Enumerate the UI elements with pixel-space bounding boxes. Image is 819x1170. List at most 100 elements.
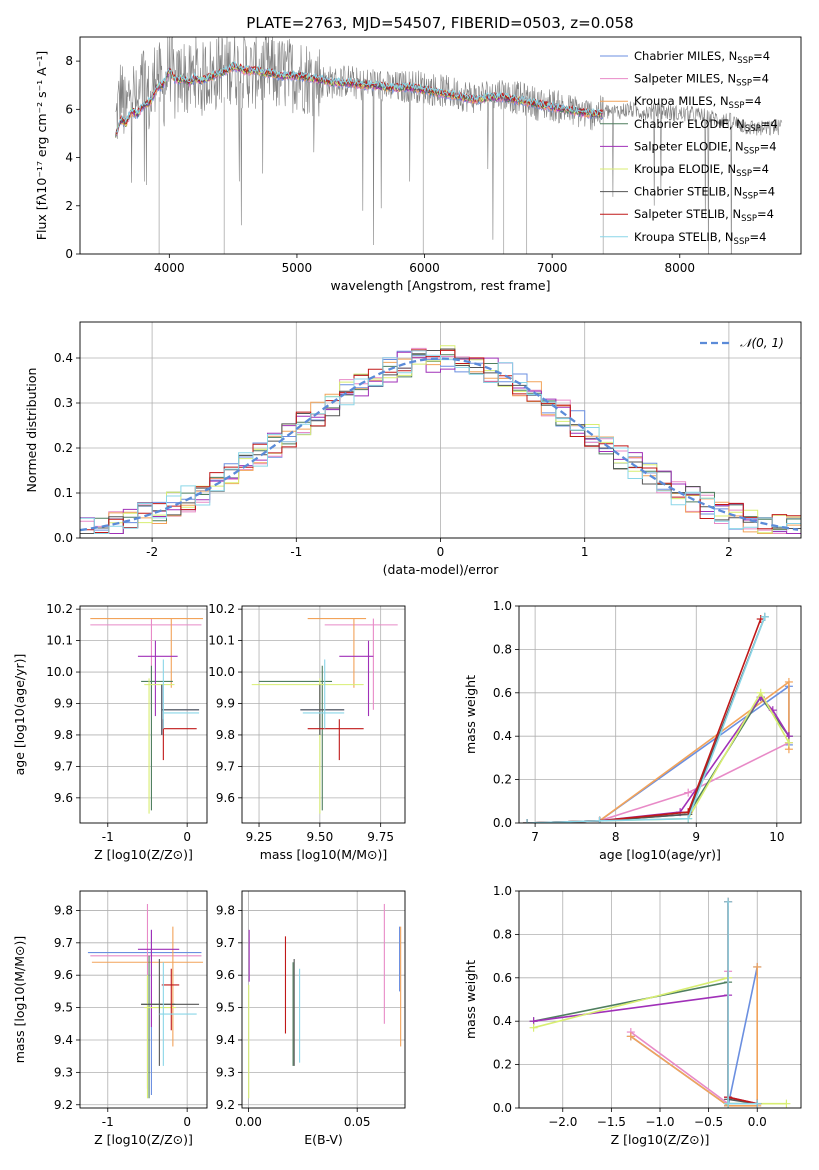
x-tick-label: 7000 bbox=[537, 261, 568, 275]
y-tick-label: 9.7 bbox=[54, 936, 73, 950]
histogram-step bbox=[80, 350, 801, 534]
x-axis-label: age [log10(age/yr)] bbox=[599, 847, 721, 862]
x-tick-label: -2 bbox=[146, 545, 158, 559]
weight-line bbox=[527, 616, 766, 823]
x-tick-label: 2 bbox=[725, 545, 733, 559]
legend-tail: =4 bbox=[753, 49, 770, 63]
y-tick-label: 1.0 bbox=[493, 884, 512, 898]
x-tick-label: 10 bbox=[769, 830, 784, 844]
y-axis-label: mass weight bbox=[463, 960, 478, 1039]
legend-tail: =4 bbox=[757, 207, 774, 221]
legend-tail: =4 bbox=[760, 139, 777, 153]
axes-frame bbox=[241, 605, 406, 824]
subscript: SSP bbox=[736, 79, 752, 89]
weight-line bbox=[630, 966, 758, 1108]
y-tick-label: 9.7 bbox=[216, 759, 235, 773]
weight-line bbox=[527, 691, 790, 823]
subscript: SSP bbox=[734, 237, 750, 247]
legend-tail: =4 bbox=[758, 185, 775, 199]
x-axis-label: Z [log10(Z/Z⊙)] bbox=[94, 1132, 193, 1147]
spectrum-group: 4000 5000 6000 7000 8000 0 2 4 6 8 wavelength [Ang… bbox=[34, 36, 802, 293]
x-tick-label: 8000 bbox=[664, 261, 695, 275]
legend-label: Salpeter STELIB, NSSP=4 bbox=[634, 207, 774, 224]
y-tick-label: 10.0 bbox=[208, 665, 235, 679]
y-axis-label: age [log10(age/yr)] bbox=[12, 654, 27, 776]
subscript: SSP bbox=[729, 101, 745, 111]
plot-area bbox=[251, 618, 398, 814]
y-tick-label: 0.6 bbox=[493, 971, 512, 985]
y-tick-label: 0.0 bbox=[493, 1101, 512, 1115]
x-tick-label: 9.50 bbox=[306, 830, 333, 844]
x-tick-label: 0.0 bbox=[748, 1115, 767, 1129]
weight-age-group: 7 8 9 10 0.0 0.2 0.4 0.6 0.8 1.0 age [log10(age/yr… bbox=[463, 599, 802, 862]
legend-label: Salpeter ELODIE, NSSP=4 bbox=[634, 139, 777, 156]
age-z-group: -1 0 9.6 9.7 9.8 9.9 10.0 10.1 10.2 Z [log10(Z/Z⊙… bbox=[12, 602, 208, 862]
y-axis-label: mass weight bbox=[463, 675, 478, 754]
model-line bbox=[115, 61, 603, 133]
y-tick-label: 9.8 bbox=[54, 728, 73, 742]
x-axis-label: E(B-V) bbox=[304, 1132, 343, 1147]
x-tick-label: −1.0 bbox=[645, 1115, 674, 1129]
y-tick-label: 0.6 bbox=[493, 686, 512, 700]
weight-z-group: −2.0 −1.5 −1.0 −0.5 0.0 0.0 0.2 0.4 0.6 0.8 1.0 Z [… bbox=[463, 884, 802, 1147]
gaussian-curve bbox=[80, 357, 799, 532]
y-tick-label: 2 bbox=[65, 199, 73, 213]
y-tick-label: 9.5 bbox=[216, 1001, 235, 1015]
x-tick-label: 4000 bbox=[154, 261, 185, 275]
y-tick-label: 0.2 bbox=[493, 1058, 512, 1072]
data-spectrum-line bbox=[115, 37, 783, 254]
y-tick-label: 4 bbox=[65, 151, 73, 165]
x-axis-label: (data-model)/error bbox=[383, 562, 500, 577]
y-tick-label: 9.6 bbox=[54, 968, 73, 982]
y-tick-label: 9.6 bbox=[216, 968, 235, 982]
y-tick-label: 0.8 bbox=[493, 927, 512, 941]
mass-ebv-group: 0.00 0.05 9.2 9.3 9.4 9.5 9.6 9.7 9.8 E(B-V) bbox=[216, 890, 406, 1147]
y-tick-label: 9.5 bbox=[54, 1001, 73, 1015]
y-tick-label: 0.1 bbox=[54, 486, 73, 500]
y-tick-label: 10.1 bbox=[208, 634, 235, 648]
subscript: SSP bbox=[737, 56, 753, 66]
x-tick-label: 9.25 bbox=[246, 830, 273, 844]
y-tick-label: 9.4 bbox=[216, 1033, 235, 1047]
y-tick-label: 0.2 bbox=[493, 773, 512, 787]
axes-frame bbox=[241, 890, 406, 1109]
axes-frame bbox=[518, 605, 802, 824]
y-tick-label: 10.1 bbox=[46, 634, 73, 648]
weight-line bbox=[527, 695, 790, 823]
x-tick-label: 0 bbox=[183, 1115, 191, 1129]
plot-area bbox=[248, 903, 402, 1099]
legend-label: Chabrier ELODIE, NSSP=4 bbox=[634, 117, 778, 134]
subscript: SSP bbox=[741, 214, 757, 224]
y-tick-label: 0.4 bbox=[493, 1014, 512, 1028]
weight-line bbox=[727, 901, 758, 1105]
x-tick-label: -1 bbox=[290, 545, 302, 559]
axes-frame bbox=[79, 36, 802, 255]
y-tick-label: 9.8 bbox=[216, 728, 235, 742]
y-tick-label: 0.2 bbox=[54, 441, 73, 455]
y-tick-label: 9.9 bbox=[54, 696, 73, 710]
y-tick-label: 9.7 bbox=[54, 759, 73, 773]
y-tick-label: 10.2 bbox=[46, 602, 73, 616]
weight-line bbox=[527, 616, 766, 823]
y-tick-label: 8 bbox=[65, 54, 73, 68]
legend-tail: =4 bbox=[749, 230, 766, 244]
weight-line bbox=[527, 741, 790, 823]
y-tick-label: 0.0 bbox=[493, 816, 512, 830]
legend-tail: =4 bbox=[744, 94, 761, 108]
legend-label: Kroupa ELODIE, NSSP=4 bbox=[634, 162, 769, 179]
x-tick-label: 5000 bbox=[282, 261, 313, 275]
y-tick-label: 0.8 bbox=[493, 642, 512, 656]
y-tick-label: 1.0 bbox=[493, 599, 512, 613]
x-tick-label: -1 bbox=[102, 830, 114, 844]
histogram-group: -2 -1 0 1 2 0.0 0.1 0.2 0.3 0.4 (data-model)/error… bbox=[24, 321, 802, 577]
legend-tail: =4 bbox=[761, 117, 778, 131]
y-tick-label: 9.8 bbox=[216, 903, 235, 917]
y-tick-label: 0.4 bbox=[493, 729, 512, 743]
axes-frame bbox=[79, 890, 208, 1109]
mass-z-group: -1 0 9.2 9.3 9.4 9.5 9.6 9.7 9.8 Z [log10(Z/Z⊙)] m… bbox=[12, 890, 208, 1147]
x-tick-label: −0.5 bbox=[694, 1115, 723, 1129]
x-tick-label: 8 bbox=[612, 830, 620, 844]
plot-area bbox=[529, 897, 791, 1108]
